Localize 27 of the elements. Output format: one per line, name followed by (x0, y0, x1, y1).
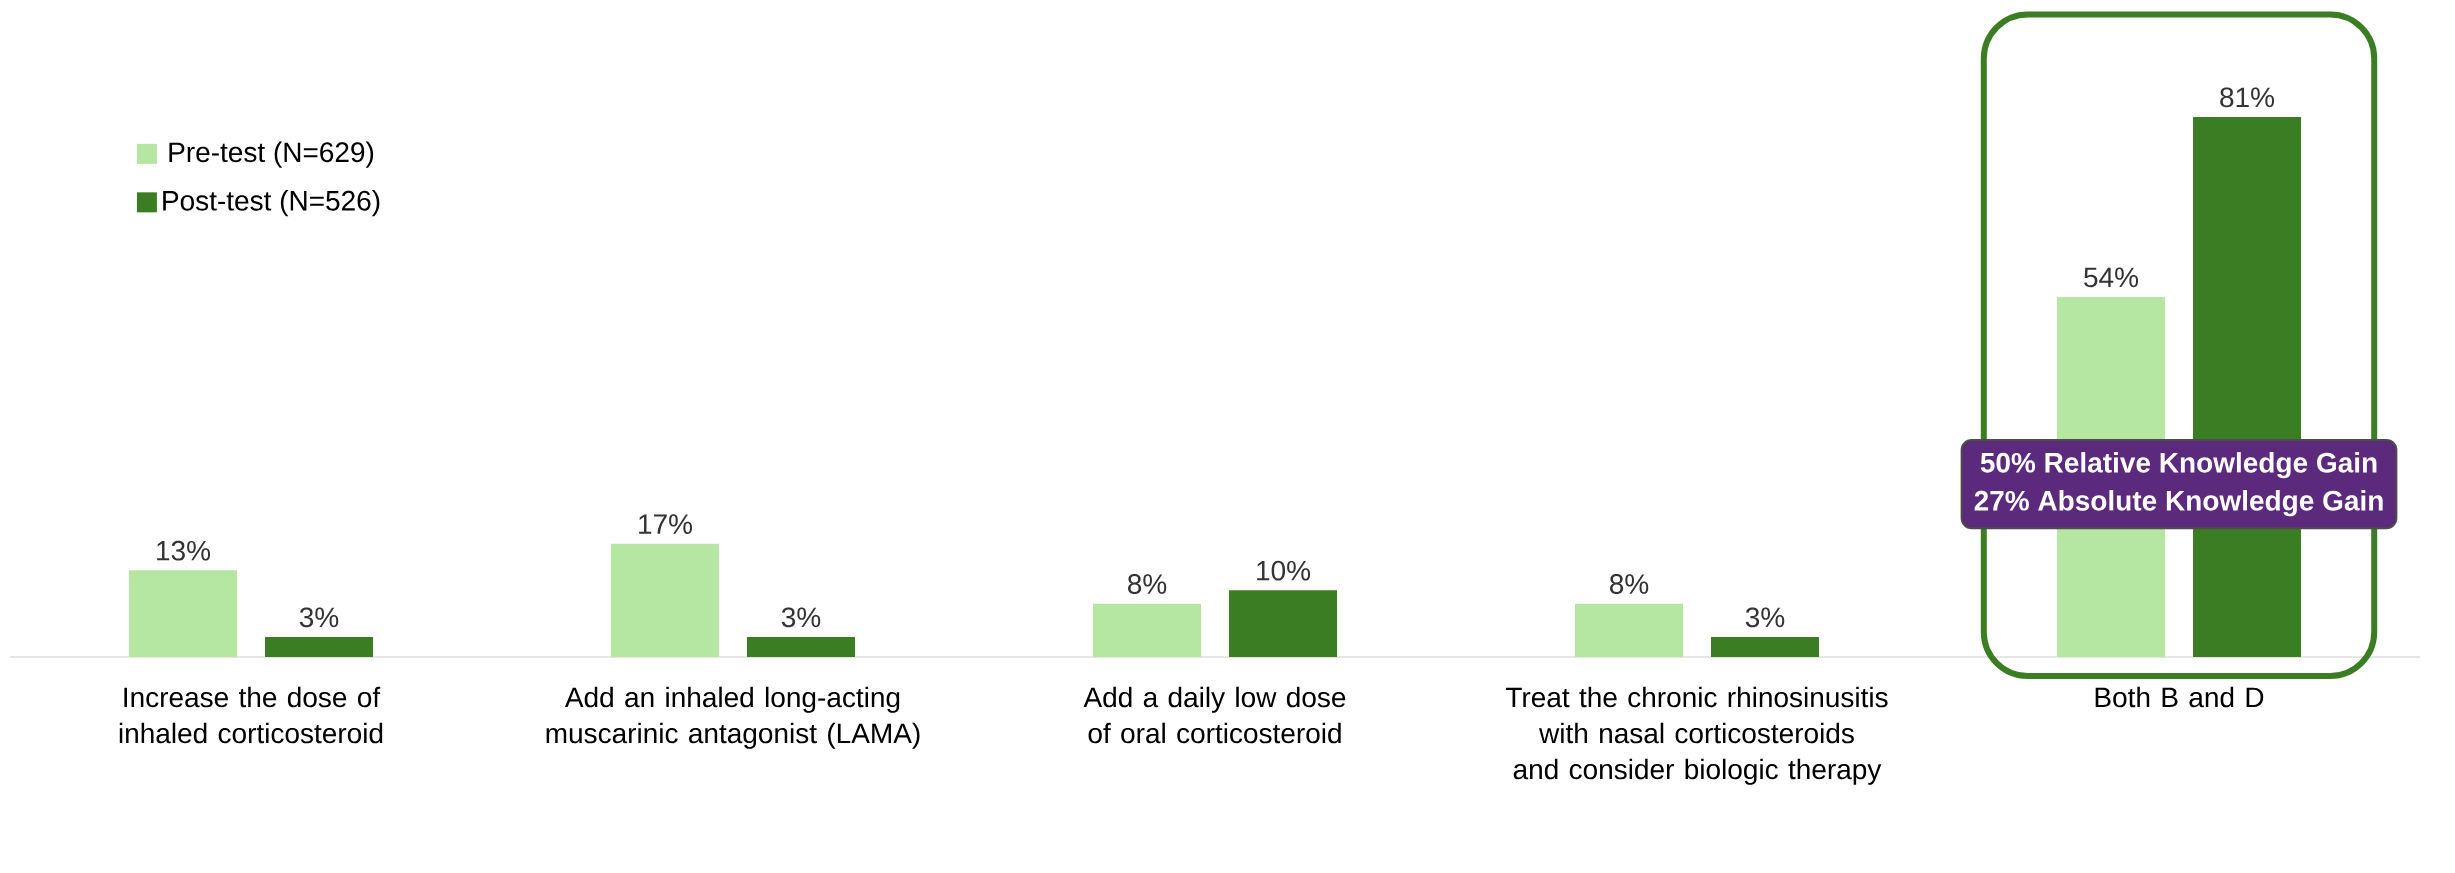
x-tick-label: Add an inhaled long-acting muscarinic antagonist (LAMA) (546, 686, 920, 749)
legend-label: Post-test (N=526) (163, 190, 380, 217)
x-tick-label: Treat the chronic rhinosinusitis with nasal corticosteroids and consider biologic therapy (1505, 686, 1888, 785)
bar (129, 570, 238, 657)
bar (265, 637, 374, 657)
bar (1093, 603, 1202, 657)
data-label: 3% (781, 607, 821, 628)
data-label: 10% (1257, 560, 1311, 581)
annotation: 50% Relative Knowledge Gain (1980, 452, 2377, 479)
bar (747, 637, 855, 657)
data-label: 3% (299, 607, 339, 628)
bar (611, 543, 719, 657)
data-label: 54% (2084, 267, 2139, 288)
x-tick-label: Increase the dose of inhaled corticosteroid (119, 686, 383, 744)
bar (1711, 637, 1820, 657)
x-tick-label: Add a daily low dose of oral corticosteroid (1083, 686, 1346, 744)
data-label: 17% (639, 514, 693, 534)
data-label: 3% (1745, 607, 1785, 628)
legend-label: Pre-test (N=629) (169, 141, 374, 168)
bar (1575, 603, 1683, 657)
annotation: 27% Absolute Knowledge Gain (1974, 490, 2383, 517)
data-label: 13% (157, 540, 211, 561)
data-label: 8% (1127, 574, 1167, 594)
bar (1229, 590, 1338, 657)
x-tick-label: Both B and D (2095, 686, 2264, 708)
data-label: 8% (1609, 574, 1649, 594)
data-label: 81% (2220, 87, 2275, 108)
